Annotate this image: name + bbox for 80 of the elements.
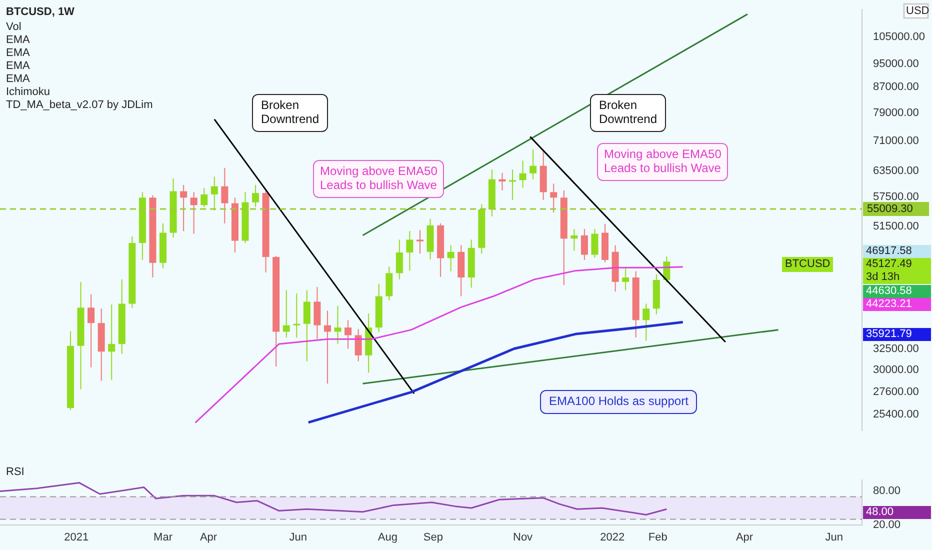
candlestick <box>282 290 290 338</box>
candlestick <box>642 303 650 342</box>
candlestick <box>416 230 424 254</box>
candlestick <box>334 305 342 344</box>
annotation: EMA <box>6 34 30 47</box>
x-tick-label: Jun <box>825 531 843 544</box>
candlestick <box>344 320 352 350</box>
annotation: EMA100 Holds as support <box>540 390 698 414</box>
candlestick <box>498 172 506 191</box>
y-tick-label: 51500.00 <box>873 220 919 232</box>
text: 45127.49 <box>863 258 931 271</box>
x-tick-label: Apr <box>200 531 218 544</box>
y-tick-label: 20.00 <box>873 518 901 531</box>
candlestick <box>293 293 300 338</box>
candlestick <box>354 328 362 362</box>
candlestick <box>530 149 537 180</box>
text: RSI <box>6 466 24 479</box>
x-tick-label: Feb <box>648 531 668 544</box>
candlestick <box>190 192 198 234</box>
candlestick <box>509 169 516 200</box>
x-tick-label: Nov <box>513 531 534 544</box>
candlestick <box>580 228 588 260</box>
y-axis-title: USD <box>906 5 930 18</box>
text: 44223.21 <box>863 298 931 311</box>
x-tick-label: Aug <box>378 531 398 544</box>
candlestick <box>200 188 208 208</box>
candlestick <box>210 176 218 211</box>
candlestick <box>570 228 578 252</box>
y-tick-label: 30000.00 <box>873 364 919 376</box>
candlestick <box>591 228 598 258</box>
text: 46917.58 <box>863 245 931 258</box>
candlestick <box>550 183 558 213</box>
y-tick-label: 95000.00 <box>873 58 919 70</box>
annotation: TD_MA_beta_v2.07 by JDLim <box>6 99 153 112</box>
candlestick <box>519 160 526 188</box>
y-tick-label: 25400.00 <box>873 408 919 420</box>
candlestick <box>406 230 414 272</box>
annotation: EMA <box>6 47 30 60</box>
x-tick-label: Apr <box>736 531 754 544</box>
y-tick-label: 57500.00 <box>873 191 919 204</box>
candlestick <box>252 184 260 208</box>
annotation: Vol <box>6 21 22 34</box>
candlestick <box>396 239 403 280</box>
y-tick-label: 63500.00 <box>873 164 919 177</box>
y-tick-label: 27600.00 <box>873 386 919 398</box>
text: 44630.58 <box>863 285 931 298</box>
text: 48.00 <box>863 506 931 519</box>
annotation: Broken Downtrend <box>590 94 666 132</box>
ref-line-label: 55009.30 <box>867 202 913 215</box>
annotation: BTCUSD <box>782 257 834 272</box>
y-tick-label: 87000.00 <box>873 81 919 94</box>
y-tick-label: 80.00 <box>873 485 901 498</box>
x-tick-label: Jun <box>289 531 307 544</box>
y-tick-label: 105000.00 <box>873 31 925 44</box>
y-tick-label: 71000.00 <box>873 135 919 148</box>
x-tick-label: Sep <box>423 531 443 544</box>
text: 3d 13h <box>863 271 931 284</box>
candlestick <box>108 304 116 380</box>
y-tick-label: 32500.00 <box>873 342 919 355</box>
text: 35921.79 <box>863 328 931 341</box>
annotation: Broken Downtrend <box>252 94 328 132</box>
annotation: Ichimoku <box>6 86 50 99</box>
x-tick-label: Mar <box>154 531 173 544</box>
candlestick <box>180 184 188 232</box>
annotation: EMA <box>6 60 30 73</box>
annotation: EMA <box>6 73 30 86</box>
annotation: Moving above EMA50 Leads to bullish Wave <box>597 143 728 181</box>
candlestick <box>88 294 95 368</box>
candlestick <box>386 266 393 301</box>
candlestick <box>221 167 228 224</box>
candlestick <box>447 244 454 272</box>
candlestick <box>314 286 321 340</box>
y-tick-label: 79000.00 <box>873 106 919 119</box>
x-tick-label: 2022 <box>600 531 625 544</box>
x-tick-label: 2021 <box>64 531 89 544</box>
candlestick <box>324 310 331 384</box>
annotation: Moving above EMA50 Leads to bullish Wave <box>313 160 444 198</box>
candlestick <box>622 268 630 291</box>
candlestick <box>303 290 310 362</box>
chart-title: BTCUSD, 1W <box>6 6 74 18</box>
